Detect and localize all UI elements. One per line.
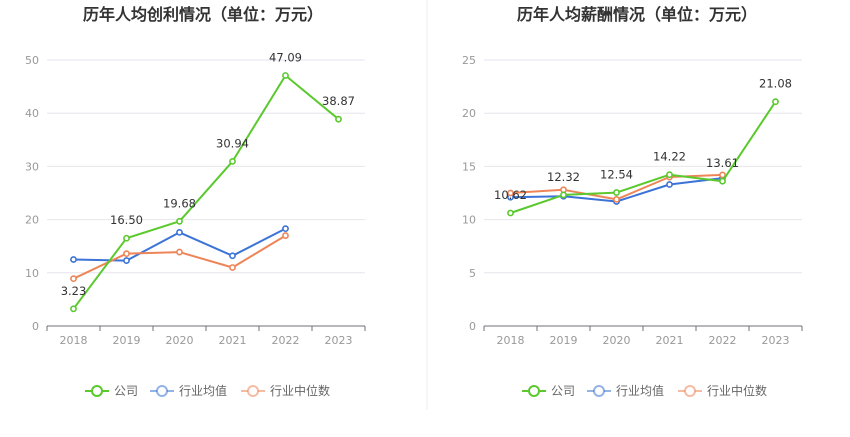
y-tick-label: 15: [462, 160, 476, 173]
series-line-company: [72, 74, 340, 310]
data-point: [507, 209, 514, 217]
data-label: 14.22: [653, 150, 686, 164]
legend-label: 公司: [114, 384, 138, 398]
x-tick-label: 2023: [762, 334, 790, 347]
data-point: [335, 115, 342, 123]
x-tick-label: 2020: [603, 334, 631, 347]
data-point: [282, 225, 289, 233]
data-point: [176, 228, 183, 236]
data-point: [70, 305, 77, 313]
data-point: [229, 252, 236, 260]
legend-marker: [593, 385, 605, 397]
y-tick-label: 20: [462, 107, 476, 120]
data-label: 12.32: [547, 170, 580, 184]
data-point: [613, 195, 620, 203]
x-tick-label: 2023: [325, 334, 353, 347]
data-point: [123, 257, 130, 264]
data-label: 10.62: [494, 188, 527, 202]
data-point: [70, 256, 77, 263]
x-tick-label: 2019: [550, 334, 578, 347]
legend-label: 行业中位数: [707, 383, 767, 398]
data-point: [666, 181, 673, 188]
data-point: [229, 157, 236, 165]
data-point: [719, 177, 726, 185]
data-point: [613, 189, 620, 196]
data-point: [282, 232, 289, 239]
y-tick-label: 10: [25, 267, 39, 280]
y-tick-label: 25: [462, 54, 476, 67]
legend-label: 行业均值: [179, 383, 227, 398]
data-label: 30.94: [216, 136, 249, 150]
data-point: [229, 264, 236, 271]
data-point: [123, 250, 130, 258]
data-point: [176, 217, 183, 225]
x-tick-label: 2018: [60, 334, 88, 347]
y-tick-label: 40: [25, 107, 39, 120]
data-label: 16.50: [110, 213, 143, 227]
legend-label: 行业中位数: [270, 383, 330, 398]
data-label: 3.23: [61, 284, 87, 298]
x-tick-label: 2020: [166, 334, 194, 347]
legend-label: 行业均值: [616, 383, 664, 398]
x-tick-label: 2021: [219, 334, 247, 347]
data-label: 13.61: [706, 156, 739, 170]
data-point: [666, 171, 673, 179]
y-tick-label: 5: [469, 267, 476, 280]
series-line-company: [510, 101, 777, 214]
data-point: [719, 171, 726, 179]
data-point: [176, 248, 183, 256]
legend-marker: [684, 385, 696, 397]
data-point: [123, 234, 130, 242]
legend-marker: [247, 385, 259, 397]
data-label: 19.68: [163, 196, 196, 210]
legend-label: 公司: [551, 384, 575, 398]
data-point: [507, 189, 514, 197]
y-tick-label: 50: [25, 54, 39, 67]
data-label: 21.08: [759, 77, 792, 91]
y-tick-label: 0: [469, 320, 476, 333]
legend-marker: [156, 385, 168, 397]
data-label: 12.54: [600, 168, 633, 182]
legend-marker: [528, 385, 540, 397]
chart-title: 历年人均薪酬情况（单位：万元）: [517, 5, 757, 24]
data-point: [282, 72, 289, 79]
x-tick-label: 2022: [272, 334, 300, 347]
data-label: 47.09: [269, 50, 302, 64]
data-point: [70, 275, 77, 283]
x-tick-label: 2018: [497, 334, 525, 347]
chart-title: 历年人均创利情况（单位：万元）: [83, 5, 323, 24]
data-point: [772, 98, 779, 106]
y-tick-label: 30: [25, 160, 39, 173]
y-tick-label: 20: [25, 214, 39, 227]
series-line-industry-median: [73, 234, 287, 280]
x-tick-label: 2021: [656, 334, 684, 347]
data-point: [560, 191, 567, 199]
y-tick-label: 10: [462, 214, 476, 227]
legend-marker: [91, 385, 103, 397]
x-tick-label: 2022: [709, 334, 737, 347]
x-tick-label: 2019: [113, 334, 141, 347]
y-tick-label: 0: [32, 320, 39, 333]
data-label: 38.87: [322, 94, 355, 108]
